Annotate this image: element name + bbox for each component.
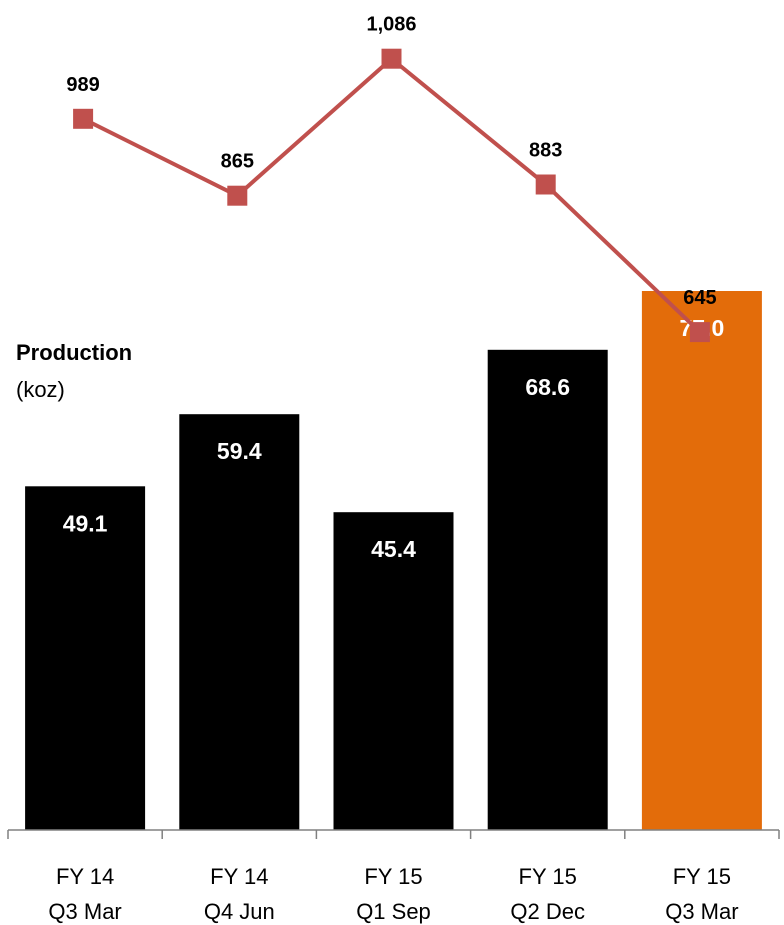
x-tick-label: FY 15 [364, 864, 422, 889]
line-marker [381, 48, 402, 69]
bar-value-label: 59.4 [217, 438, 262, 464]
bar [25, 486, 146, 830]
bar-value-label: 49.1 [63, 510, 108, 536]
line-marker [689, 322, 710, 343]
x-tick-label: FY 14 [56, 864, 114, 889]
line-marker [227, 185, 248, 206]
bar [641, 291, 762, 830]
bar-value-label: 68.6 [525, 374, 570, 400]
bar [333, 512, 454, 830]
x-tick-label: FY 14 [210, 864, 268, 889]
x-tick-label: Q3 Mar [48, 899, 121, 924]
bar-value-label: 45.4 [371, 536, 416, 562]
y-axis-unit: (koz) [16, 377, 65, 402]
line-series: 989 865 1,086 883 645 [66, 14, 717, 343]
line-value-label: 989 [66, 74, 99, 96]
x-tick-label: Q2 Dec [510, 899, 585, 924]
line-value-label: 883 [529, 140, 562, 162]
y-axis-title: Production [16, 340, 132, 365]
line-value-label: 865 [221, 151, 254, 173]
x-tick-label: FY 15 [673, 864, 731, 889]
line-value-label: 645 [683, 287, 716, 309]
bar [179, 414, 300, 830]
x-tick-label: Q1 Sep [356, 899, 431, 924]
x-tick-label: FY 15 [519, 864, 577, 889]
x-tick-label: Q3 Mar [665, 899, 738, 924]
bar-series: 49.159.445.468.677.0 [25, 291, 762, 830]
line-value-label: 1,086 [366, 14, 416, 36]
line-marker [73, 108, 94, 129]
x-axis: FY 14 Q3 Mar FY 14 Q4 Jun FY 15 Q1 Sep FY 15 Q2… [7, 829, 780, 924]
line-path [82, 56, 702, 334]
x-tick-label: Q4 Jun [204, 899, 275, 924]
bar [487, 349, 608, 830]
line-marker [535, 174, 556, 195]
